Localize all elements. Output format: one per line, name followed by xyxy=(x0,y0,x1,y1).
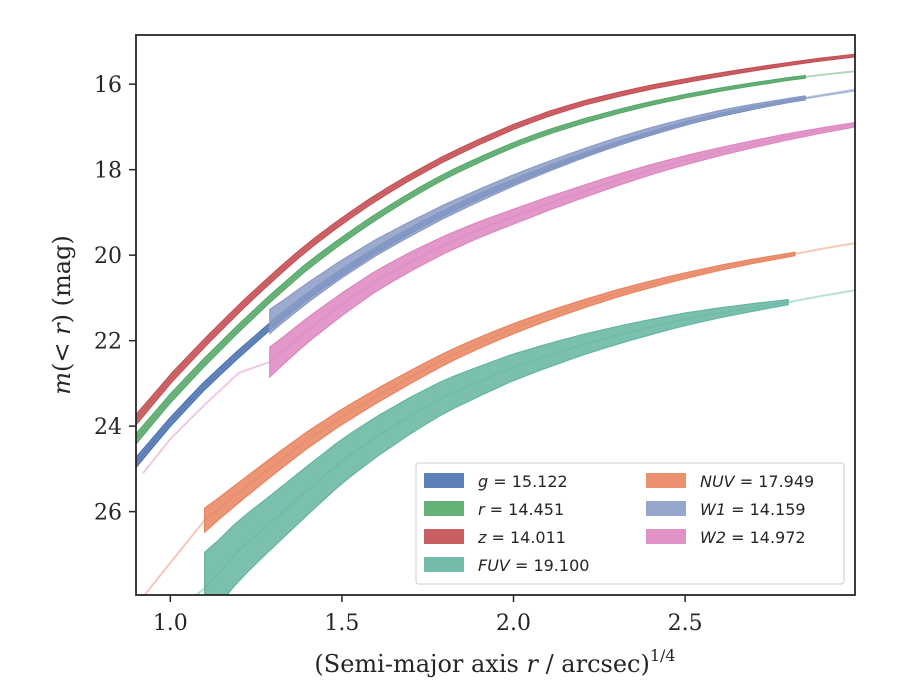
legend-box xyxy=(415,462,845,585)
legend-label-g: g = 15.122 xyxy=(478,472,568,491)
legend-item-g: g = 15.122 xyxy=(424,472,568,491)
legend-item-FUV: FUV = 19.100 xyxy=(424,556,589,575)
series-band-W1 xyxy=(269,95,806,335)
x-tick-label: 2.0 xyxy=(496,611,531,636)
legend-label-z: z = 14.011 xyxy=(477,528,566,547)
series-band-W2 xyxy=(269,121,855,379)
legend-swatch-NUV xyxy=(646,473,686,488)
legend: g = 15.122 r = 14.451 z = 14.011 FUV = 19.1… xyxy=(415,462,845,585)
legend-item-W2: W2 = 14.972 xyxy=(646,528,806,547)
series-band-z xyxy=(136,53,855,426)
legend-item-r: r = 14.451 xyxy=(424,500,564,519)
legend-swatch-r xyxy=(424,501,464,516)
legend-label-FUV: FUV = 19.100 xyxy=(478,556,589,575)
y-tick-label: 22 xyxy=(94,330,122,355)
y-tick-label: 26 xyxy=(94,501,122,526)
legend-swatch-W2 xyxy=(646,529,686,544)
y-tick-label: 24 xyxy=(94,415,122,440)
legend-swatch-g xyxy=(424,473,464,488)
legend-label-NUV: NUV = 17.949 xyxy=(700,472,814,491)
legend-item-z: z = 14.011 xyxy=(424,528,566,547)
legend-swatch-W1 xyxy=(646,501,686,516)
x-tick-label: 1.5 xyxy=(324,611,359,636)
y-axis-label: m(< r) (mag) xyxy=(48,235,76,395)
series-band-NUV xyxy=(204,251,796,534)
series-W1 xyxy=(269,88,855,335)
series-r xyxy=(136,70,855,446)
x-axis-label: (Semi-major axis r / arcsec)1/4 xyxy=(314,646,675,678)
y-tick-label: 16 xyxy=(94,73,122,98)
legend-label-W1: W1 = 14.159 xyxy=(700,500,806,519)
plot-frame xyxy=(135,34,856,596)
series-band-FUV xyxy=(204,298,789,595)
y-axis: 16 18 20 22 24 26 xyxy=(94,73,136,526)
series-layer xyxy=(136,53,855,595)
legend-swatch-FUV xyxy=(424,557,464,572)
legend-item-NUV: NUV = 17.949 xyxy=(646,472,814,491)
y-tick-label: 20 xyxy=(94,244,122,269)
legend-label-r: r = 14.451 xyxy=(478,500,564,519)
series-z xyxy=(136,53,855,426)
series-W2 xyxy=(142,121,855,474)
y-tick-label: 18 xyxy=(94,159,122,184)
series-NUV xyxy=(143,242,855,595)
x-tick-label: 2.5 xyxy=(668,611,703,636)
x-axis: 1.0 1.5 2.0 2.5 xyxy=(153,595,703,636)
series-band-r xyxy=(136,74,806,446)
x-tick-label: 1.0 xyxy=(153,611,188,636)
series-FUV xyxy=(194,289,855,595)
legend-label-W2: W2 = 14.972 xyxy=(700,528,806,547)
legend-swatch-z xyxy=(424,529,464,544)
legend-item-W1: W1 = 14.159 xyxy=(646,500,806,519)
